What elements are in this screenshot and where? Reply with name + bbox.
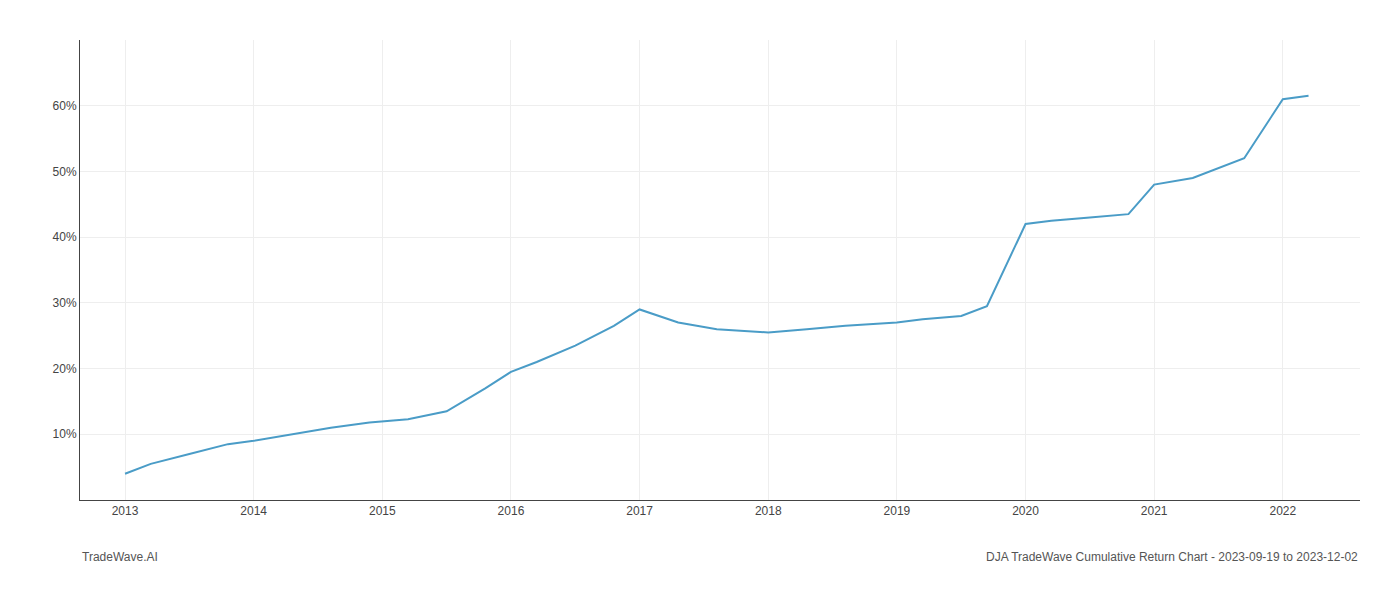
svg-text:30%: 30%	[53, 296, 77, 310]
svg-text:2015: 2015	[369, 504, 396, 518]
svg-text:2016: 2016	[498, 504, 525, 518]
svg-text:TradeWave.AI: TradeWave.AI	[82, 550, 158, 564]
svg-text:2014: 2014	[240, 504, 267, 518]
svg-text:2019: 2019	[884, 504, 911, 518]
svg-text:60%: 60%	[53, 99, 77, 113]
svg-text:20%: 20%	[53, 362, 77, 376]
svg-text:DJA TradeWave Cumulative Retur: DJA TradeWave Cumulative Return Chart - …	[986, 550, 1358, 564]
svg-text:2018: 2018	[755, 504, 782, 518]
svg-text:40%: 40%	[53, 230, 77, 244]
svg-text:2020: 2020	[1012, 504, 1039, 518]
svg-text:2021: 2021	[1141, 504, 1168, 518]
svg-text:50%: 50%	[53, 165, 77, 179]
svg-text:2013: 2013	[112, 504, 139, 518]
svg-text:10%: 10%	[53, 427, 77, 441]
svg-text:2017: 2017	[626, 504, 653, 518]
svg-text:2022: 2022	[1269, 504, 1296, 518]
